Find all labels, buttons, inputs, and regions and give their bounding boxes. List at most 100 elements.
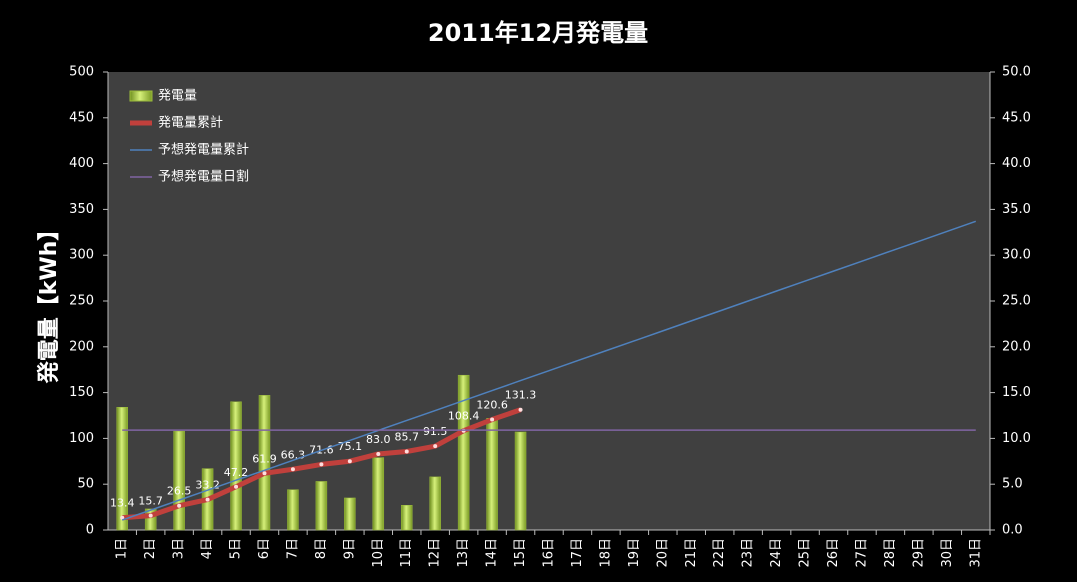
line-marker [490, 417, 495, 422]
x-tick-label: 14日 [485, 538, 500, 568]
y-tick-label: 400 [69, 156, 94, 171]
data-label: 108.4 [448, 410, 480, 423]
x-tick-label: 19日 [627, 538, 642, 568]
data-label: 66.3 [281, 448, 306, 461]
y2-tick-label: 20.0 [1002, 339, 1031, 354]
line-marker [262, 471, 267, 476]
y2-tick-label: 30.0 [1002, 248, 1031, 263]
x-tick-label: 8日 [314, 538, 329, 559]
chart-title: 2011年12月発電量 [428, 19, 648, 47]
line-marker [376, 451, 381, 456]
x-tick-label: 10日 [371, 538, 386, 568]
bar [372, 457, 385, 531]
line-marker [404, 449, 409, 454]
data-label: 47.2 [224, 466, 249, 479]
x-tick-label: 16日 [542, 538, 557, 568]
data-label: 15.7 [138, 495, 163, 508]
x-tick-label: 30日 [940, 538, 955, 568]
data-label: 120.6 [476, 399, 508, 412]
data-label: 26.5 [167, 485, 192, 498]
y-tick-label: 150 [69, 385, 94, 400]
bar [173, 430, 185, 531]
x-tick-label: 27日 [854, 538, 869, 568]
plot-area [108, 72, 990, 530]
y-tick-label: 350 [69, 202, 94, 217]
y2-tick-label: 45.0 [1002, 110, 1031, 125]
x-tick-label: 17日 [570, 538, 585, 568]
bar [486, 417, 498, 531]
y-axis-label: 発電量【kWh】 [37, 219, 62, 385]
x-tick-label: 18日 [598, 538, 613, 568]
legend-label: 予想発電量日割 [158, 169, 249, 185]
x-tick-label: 25日 [798, 538, 813, 568]
y-tick-label: 250 [69, 294, 94, 309]
data-label: 131.3 [505, 389, 537, 402]
x-tick-label: 7日 [285, 538, 300, 559]
bar [429, 476, 441, 531]
y2-tick-label: 0.0 [1002, 523, 1023, 538]
x-tick-label: 11日 [399, 538, 414, 568]
y2-tick-label: 5.0 [1002, 477, 1023, 492]
line [121, 220, 977, 521]
bar [258, 395, 271, 531]
bar [315, 481, 328, 531]
bar [514, 431, 527, 531]
y2-tick-label: 35.0 [1002, 202, 1031, 217]
x-tick-label: 1日 [115, 538, 130, 559]
data-label: 13.4 [110, 497, 135, 510]
line-marker [120, 515, 125, 520]
x-tick-label: 31日 [968, 538, 983, 568]
x-tick-label: 9日 [342, 538, 357, 559]
data-label: 75.1 [338, 440, 363, 453]
line-marker [205, 497, 210, 502]
x-tick-label: 2日 [143, 538, 158, 559]
y-tick-label: 450 [69, 110, 94, 125]
line-marker [148, 513, 153, 518]
bar [287, 489, 299, 531]
x-tick-label: 20日 [655, 538, 670, 568]
y-tick-label: 50 [77, 477, 94, 492]
x-tick-label: 4日 [200, 538, 215, 559]
data-label: 61.9 [252, 452, 277, 465]
legend-label: 発電量 [158, 89, 197, 104]
legend-label: 発電量累計 [158, 115, 223, 131]
x-tick-label: 12日 [428, 538, 443, 568]
line-marker [290, 467, 295, 472]
line-marker [234, 484, 239, 489]
y-tick-label: 100 [69, 431, 94, 446]
legend-swatch [129, 90, 153, 102]
y2-tick-label: 40.0 [1002, 156, 1031, 171]
bar [230, 401, 242, 531]
y-tick-label: 300 [69, 248, 94, 263]
data-label: 91.5 [423, 425, 448, 438]
y-tick-label: 200 [69, 339, 94, 354]
data-label: 83.0 [366, 433, 391, 446]
y2-tick-label: 15.0 [1002, 385, 1031, 400]
x-tick-label: 6日 [257, 538, 272, 559]
y-tick-label: 500 [69, 65, 94, 80]
bar [116, 407, 128, 531]
x-tick-label: 29日 [911, 538, 926, 568]
line-marker [347, 459, 352, 464]
line-marker [433, 444, 438, 449]
x-tick-label: 28日 [883, 538, 898, 568]
line-marker [177, 503, 182, 508]
bar [144, 508, 157, 531]
y2-tick-label: 50.0 [1002, 65, 1031, 80]
y2-tick-label: 10.0 [1002, 431, 1031, 446]
x-tick-label: 26日 [826, 538, 841, 568]
data-label: 85.7 [394, 430, 419, 443]
y2-tick-label: 25.0 [1002, 294, 1031, 309]
x-tick-label: 3日 [172, 538, 187, 559]
x-tick-label: 5日 [229, 538, 244, 559]
x-tick-label: 23日 [741, 538, 756, 568]
line-marker [319, 462, 324, 467]
x-tick-label: 22日 [712, 538, 727, 568]
legend-label: 予想発電量累計 [158, 142, 249, 158]
bar [400, 505, 413, 531]
y-tick-label: 0 [86, 523, 94, 538]
x-tick-label: 24日 [769, 538, 784, 568]
bar [344, 497, 356, 531]
x-tick-label: 15日 [513, 538, 528, 568]
